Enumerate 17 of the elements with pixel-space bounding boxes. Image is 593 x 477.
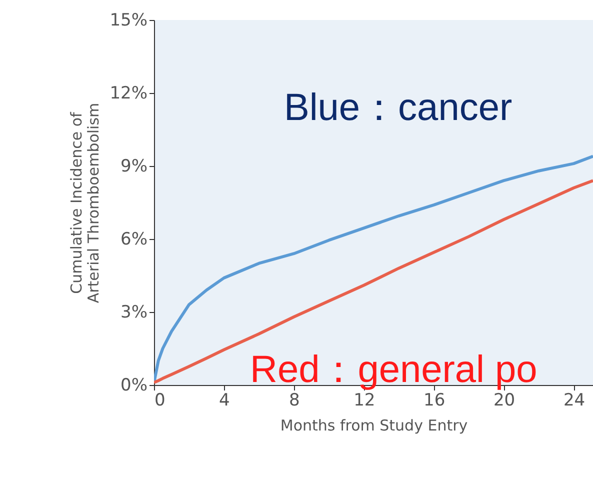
x-tick-label: 16 [424, 390, 446, 410]
annotation: Blue：cancer [284, 87, 512, 129]
x-tick-label: 4 [219, 390, 230, 410]
y-tick-label: 9% [120, 156, 148, 176]
x-tick-label: 24 [563, 390, 586, 410]
x-tick-label: 0 [154, 390, 166, 410]
x-tick-label: 20 [493, 390, 516, 410]
x-axis-title: Months from Study Entry [280, 416, 468, 434]
x-tick-label: 8 [289, 390, 300, 410]
y-tick-label: 0% [120, 376, 148, 396]
annotation: Red：general po [250, 349, 538, 391]
y-axis-title: Cumulative Incidence of Arterial Thromboembolism [68, 102, 103, 304]
y-tick-label: 15% [110, 10, 148, 30]
x-tick-label: 12 [354, 390, 376, 410]
y-tick-label: 12% [110, 84, 148, 104]
y-tick-label: 3% [120, 302, 148, 322]
y-tick-label: 6% [120, 230, 148, 250]
